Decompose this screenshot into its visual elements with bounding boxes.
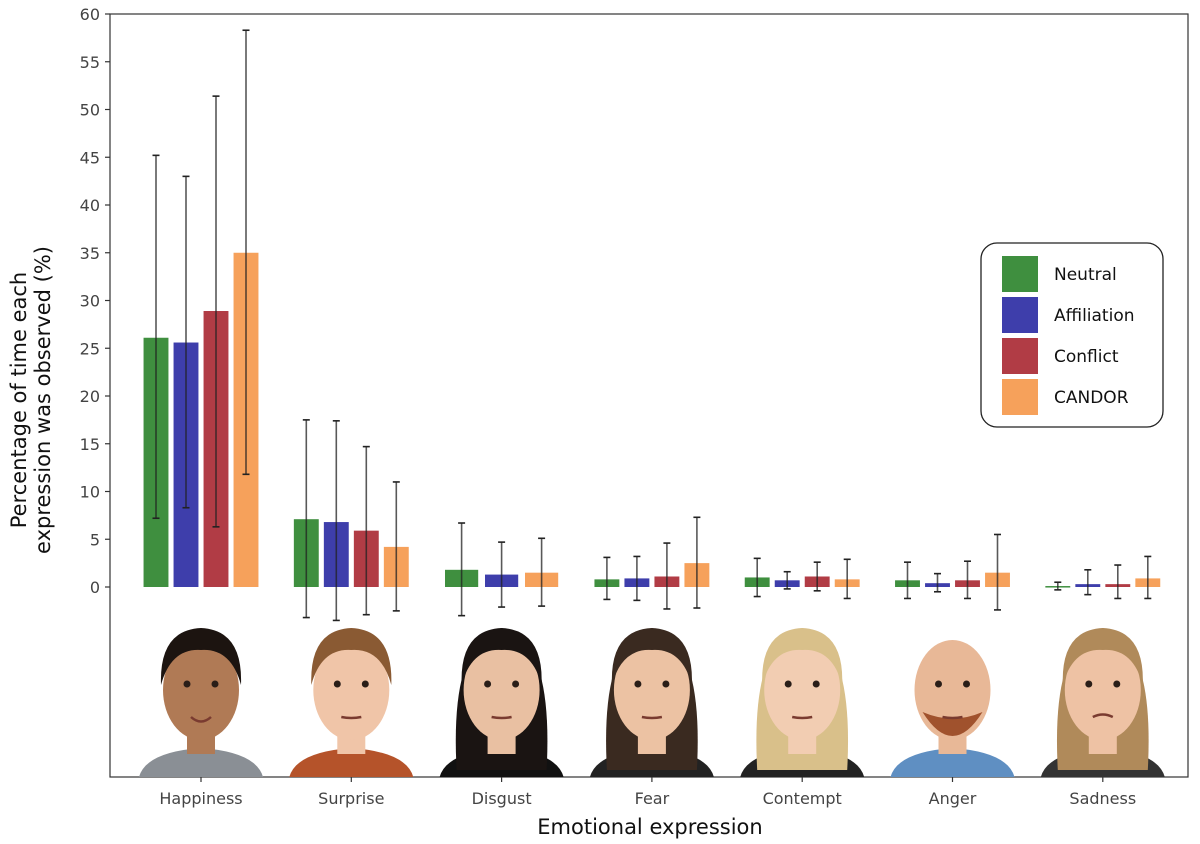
hair xyxy=(611,628,692,685)
hair xyxy=(311,628,392,685)
shirt xyxy=(890,748,1015,777)
face xyxy=(163,640,239,740)
eye-left xyxy=(784,680,792,688)
x-tick-label: Disgust xyxy=(472,789,532,808)
legend: Neutral Affiliation Conflict CANDOR xyxy=(980,242,1164,428)
y-tick-label: 60 xyxy=(80,5,100,24)
hair xyxy=(1062,628,1143,685)
y-tick-label: 20 xyxy=(80,387,100,406)
eye-right xyxy=(963,680,970,688)
y-axis-label-line-2: expression was observed (%) xyxy=(31,246,55,554)
legend-label-neutral: Neutral xyxy=(1054,265,1117,285)
face-image-sadness xyxy=(1040,628,1165,777)
mouth xyxy=(190,716,212,723)
eye-left xyxy=(1085,680,1093,688)
mouth xyxy=(491,715,512,720)
y-tick-label: 40 xyxy=(80,196,100,215)
y-tick-label: 45 xyxy=(80,148,100,167)
y-tick-label: 25 xyxy=(80,339,100,358)
legend-label-conflict: Conflict xyxy=(1054,347,1119,367)
shirt xyxy=(139,748,263,777)
face xyxy=(1064,640,1141,740)
eye-left xyxy=(333,680,341,688)
legend-swatch-candor xyxy=(1002,379,1038,415)
face-image-happiness xyxy=(139,628,263,777)
eye-right xyxy=(662,680,670,688)
legend-swatch-affiliation xyxy=(1002,297,1038,333)
y-tick-label: 15 xyxy=(80,435,100,454)
face-image-disgust xyxy=(439,628,564,777)
face xyxy=(914,640,991,740)
x-tick-label: Happiness xyxy=(159,789,242,808)
eye-left xyxy=(183,680,191,688)
legend-label-candor: CANDOR xyxy=(1054,388,1129,408)
y-tick-label: 5 xyxy=(90,530,100,549)
eye-right xyxy=(1113,680,1121,688)
mouth xyxy=(942,715,963,720)
face xyxy=(764,640,841,740)
x-tick-label: Contempt xyxy=(763,789,842,808)
eye-left xyxy=(484,680,492,688)
eye-right xyxy=(512,680,520,688)
legend-swatch-conflict xyxy=(1002,338,1038,374)
mouth xyxy=(641,715,663,720)
y-tick-label: 35 xyxy=(80,244,100,263)
eye-left xyxy=(935,680,942,688)
x-tick-label: Surprise xyxy=(318,789,384,808)
mouth xyxy=(341,715,362,720)
face-image-contempt xyxy=(740,628,865,777)
y-tick-label: 30 xyxy=(80,292,100,311)
y-tick-label: 0 xyxy=(90,578,100,597)
eye-right xyxy=(812,680,820,688)
y-tick-label: 10 xyxy=(80,483,100,502)
mouth xyxy=(1092,713,1114,719)
hair xyxy=(762,628,843,685)
eye-right xyxy=(211,680,219,688)
legend-swatch-neutral xyxy=(1002,256,1038,292)
hair xyxy=(461,628,542,685)
x-tick-label: Fear xyxy=(635,789,670,808)
face xyxy=(313,640,390,740)
beard xyxy=(922,712,983,736)
face-image-surprise xyxy=(289,628,414,777)
x-axis-label: Emotional expression xyxy=(537,815,762,839)
eye-right xyxy=(361,680,369,688)
face xyxy=(613,640,690,740)
eye-left xyxy=(634,680,642,688)
legend-label-affiliation: Affiliation xyxy=(1054,306,1135,326)
mouth xyxy=(791,715,813,720)
face-image-fear xyxy=(589,628,714,777)
y-tick-label: 55 xyxy=(80,53,100,72)
face xyxy=(463,640,540,740)
y-axis-label-line-1: Percentage of time each xyxy=(7,272,31,529)
x-tick-label: Sadness xyxy=(1069,789,1136,808)
y-tick-label: 50 xyxy=(80,101,100,120)
x-tick-label: Anger xyxy=(929,789,977,808)
hair xyxy=(160,628,242,685)
shirt xyxy=(289,748,414,777)
face-image-anger xyxy=(890,640,1015,777)
